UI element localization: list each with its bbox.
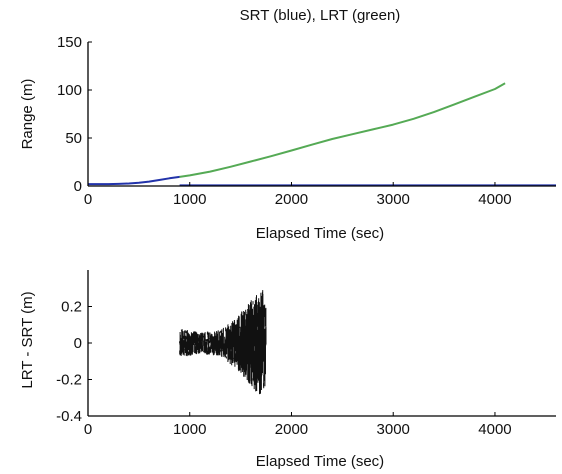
- x-tick-label: 4000: [478, 191, 511, 208]
- x-tick-label: 0: [84, 421, 92, 438]
- range-chart-plot-area: [88, 82, 556, 187]
- x-tick-label: 2000: [275, 421, 308, 438]
- y-tick-label: 50: [65, 130, 82, 147]
- y-tick-label: 0: [74, 335, 82, 352]
- y-tick-label: 0: [74, 178, 82, 195]
- range-chart-y-axis-label: Range (m): [19, 79, 36, 150]
- difference-series: [179, 290, 267, 395]
- difference-chart: 0 1000 2000 3000 4000 -0.4 -0.2 0 0.2 Elapsed Ti…: [19, 270, 556, 470]
- range-chart-axes: 0 1000 2000 3000 4000 0 50 100 150: [57, 34, 556, 208]
- range-chart-x-axis-label: Elapsed Time (sec): [256, 225, 384, 242]
- x-tick-label: 0: [84, 191, 92, 208]
- difference-chart-plot-area: [179, 290, 267, 395]
- x-tick-label: 3000: [377, 191, 410, 208]
- y-tick-label: -0.4: [56, 408, 82, 425]
- x-tick-label: 4000: [478, 421, 511, 438]
- x-tick-label: 2000: [275, 191, 308, 208]
- difference-chart-axes: 0 1000 2000 3000 4000 -0.4 -0.2 0 0.2: [56, 270, 556, 438]
- difference-chart-x-axis-label: Elapsed Time (sec): [256, 453, 384, 470]
- y-tick-label: 0.2: [61, 299, 82, 316]
- y-tick-label: 100: [57, 82, 82, 99]
- difference-chart-y-axis-label: LRT - SRT (m): [19, 291, 36, 388]
- x-tick-label: 1000: [173, 421, 206, 438]
- y-tick-label: -0.2: [56, 372, 82, 389]
- x-tick-label: 1000: [173, 191, 206, 208]
- range-chart-title: SRT (blue), LRT (green): [240, 7, 401, 24]
- series-line-srt: [88, 175, 180, 186]
- range-chart: SRT (blue), LRT (green) 0 1000 2000 3000 400…: [19, 7, 556, 242]
- y-tick-label: 150: [57, 34, 82, 51]
- series-line-lrt: [179, 82, 506, 178]
- x-tick-label: 3000: [377, 421, 410, 438]
